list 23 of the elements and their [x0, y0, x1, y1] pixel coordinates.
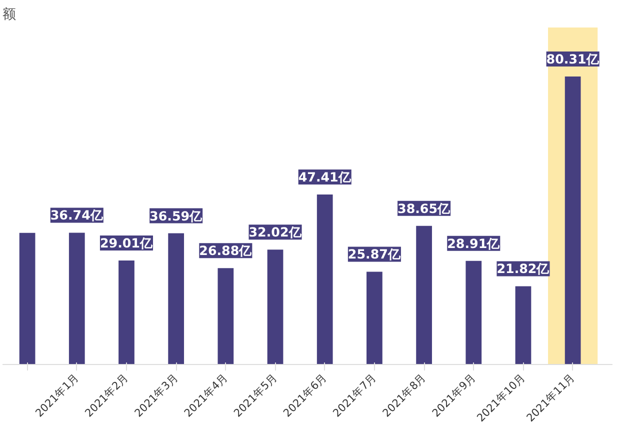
bar	[416, 226, 432, 364]
data-label: 32.02亿	[248, 224, 303, 240]
bar	[267, 250, 284, 364]
bar	[515, 286, 532, 364]
data-label: 36.59亿	[150, 208, 204, 224]
data-label: 80.31亿	[546, 51, 600, 66]
bar	[68, 232, 85, 364]
bar	[466, 260, 482, 364]
data-label: 47.41亿	[298, 169, 352, 184]
y-axis-title: 额	[2, 8, 16, 22]
bar	[19, 232, 36, 364]
data-label: 36.74亿	[50, 208, 104, 223]
data-label: 26.88亿	[199, 243, 254, 258]
data-label: 38.65亿	[398, 200, 452, 216]
data-label: 25.87亿	[348, 246, 402, 262]
data-label: 21.82亿	[496, 261, 551, 276]
data-label: 28.91亿	[447, 236, 502, 251]
bar	[218, 268, 234, 364]
bar	[316, 194, 333, 364]
bar	[118, 260, 134, 364]
bar	[366, 272, 382, 364]
bar	[168, 233, 184, 364]
data-label: 29.01亿	[100, 235, 154, 250]
